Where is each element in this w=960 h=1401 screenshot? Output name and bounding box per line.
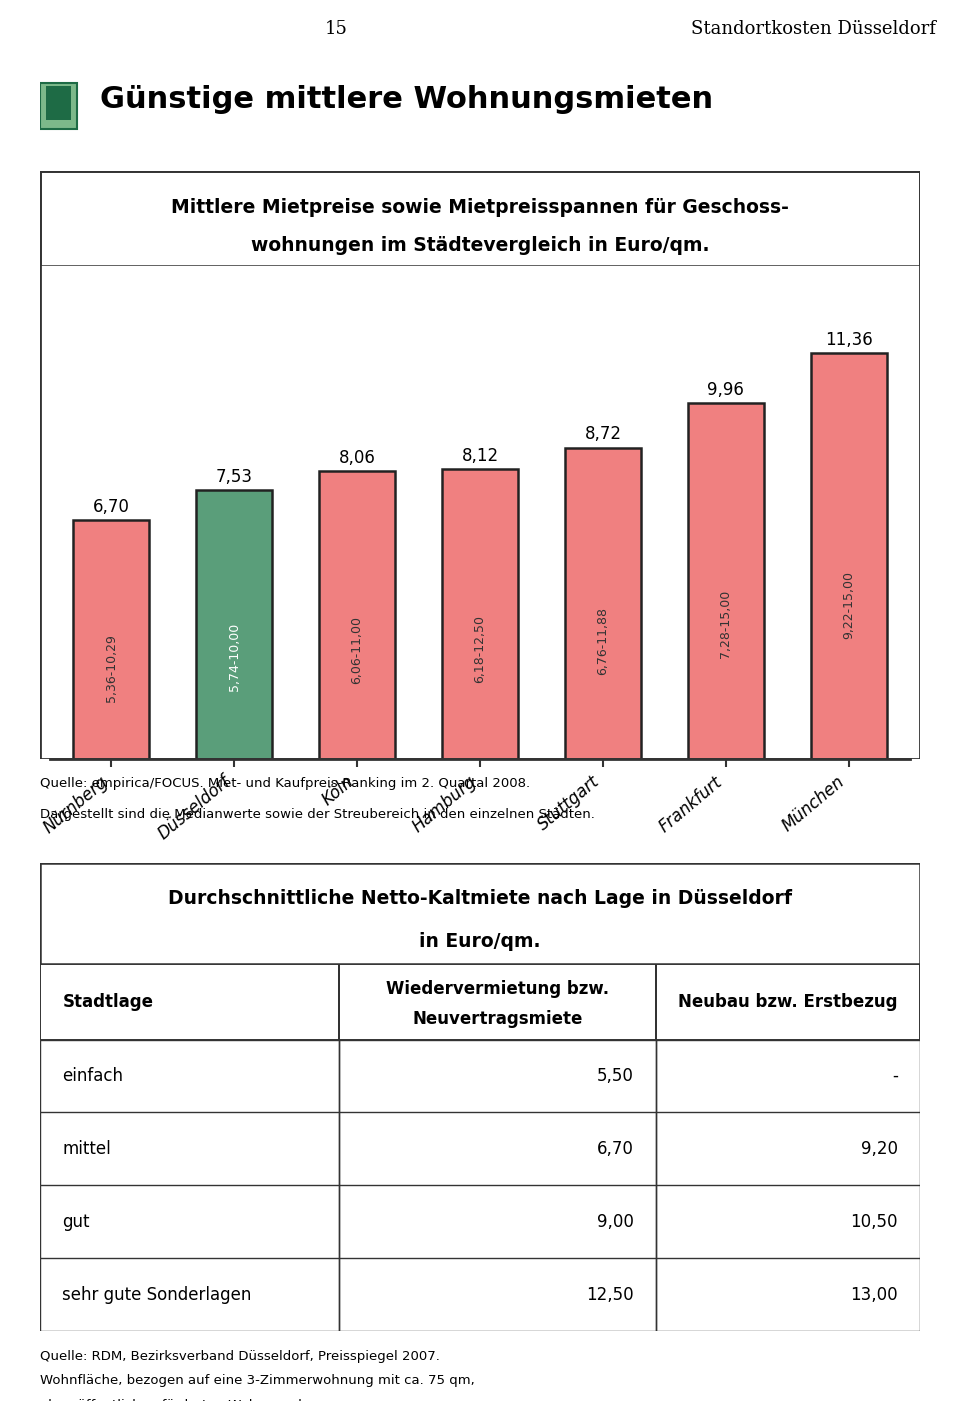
Text: Wohnfläche, bezogen auf eine 3-Zimmerwohnung mit ca. 75 qm,: Wohnfläche, bezogen auf eine 3-Zimmerwoh… [40,1374,475,1387]
Text: Wiedervermietung bzw.: Wiedervermietung bzw. [386,979,610,998]
Text: Standortkosten Düsseldorf: Standortkosten Düsseldorf [691,20,936,38]
Text: 6,76-11,88: 6,76-11,88 [596,607,610,675]
Text: 8,72: 8,72 [585,426,621,444]
Text: in Euro/qm.: in Euro/qm. [420,932,540,951]
Bar [40,1112,339,1185]
Text: 12,50: 12,50 [587,1286,634,1303]
Text: 8,06: 8,06 [339,450,375,467]
Bar [339,1112,656,1185]
Text: Neuvertragsmiete: Neuvertragsmiete [413,1010,583,1028]
Text: Mittlere Mietpreise sowie Mietpreisspannen für Geschoss-: Mittlere Mietpreise sowie Mietpreisspann… [171,198,789,217]
Text: Quelle: RDM, Bezirksverband Düsseldorf, Preisspiegel 2007.: Quelle: RDM, Bezirksverband Düsseldorf, … [40,1349,441,1363]
Bar [656,964,920,1040]
Text: sehr gute Sonderlagen: sehr gute Sonderlagen [62,1286,252,1303]
Bar [40,1040,339,1112]
Bar [810,353,887,759]
Bar [656,1040,920,1112]
Bar [40,1185,339,1258]
Bar [46,85,71,120]
Bar [40,964,339,1040]
Bar [319,471,396,759]
Text: 5,50: 5,50 [597,1068,634,1084]
Text: -: - [892,1068,898,1084]
Text: 9,00: 9,00 [597,1213,634,1230]
Bar [564,448,641,759]
Text: 11,36: 11,36 [825,331,873,349]
Bar [656,1112,920,1185]
Bar [73,520,150,759]
Text: Neubau bzw. Erstbezug: Neubau bzw. Erstbezug [678,993,898,1010]
Text: einfach: einfach [62,1068,123,1084]
Text: 9,20: 9,20 [861,1140,898,1157]
Bar [339,1258,656,1331]
Bar [656,1258,920,1331]
Text: mittel: mittel [62,1140,111,1157]
Text: gut: gut [62,1213,90,1230]
Text: 8,12: 8,12 [462,447,498,465]
Bar [40,1258,339,1331]
Bar [339,1185,656,1258]
Text: 5,36-10,29: 5,36-10,29 [105,635,118,702]
Text: 6,06-11,00: 6,06-11,00 [350,616,364,684]
Text: 5,74-10,00: 5,74-10,00 [228,623,241,691]
Bar [40,83,77,129]
Text: Durchschnittliche Netto-Kaltmiete nach Lage in Düsseldorf: Durchschnittliche Netto-Kaltmiete nach L… [168,888,792,908]
Text: 9,22-15,00: 9,22-15,00 [842,572,855,639]
Text: 15: 15 [324,20,348,38]
Bar [687,403,764,759]
Bar [339,964,656,1040]
Text: ohne öffentlich geförderten Wohnungsbau.: ohne öffentlich geförderten Wohnungsbau. [40,1398,327,1401]
Text: 6,70: 6,70 [597,1140,634,1157]
Text: Dargestellt sind die Medianwerte sowie der Streubereich in den einzelnen Städten: Dargestellt sind die Medianwerte sowie d… [40,808,595,821]
Text: Günstige mittlere Wohnungsmieten: Günstige mittlere Wohnungsmieten [100,85,713,113]
Bar [339,1040,656,1112]
Text: 7,28-15,00: 7,28-15,00 [719,590,732,658]
Text: 6,70: 6,70 [93,497,130,516]
Text: 6,18-12,50: 6,18-12,50 [473,615,487,684]
Text: wohnungen im Städtevergleich in Euro/qm.: wohnungen im Städtevergleich in Euro/qm. [251,235,709,255]
Bar [196,490,273,759]
Text: 10,50: 10,50 [851,1213,898,1230]
Text: 13,00: 13,00 [850,1286,898,1303]
Bar [656,1185,920,1258]
Bar [442,469,518,759]
Text: Quelle: empirica/FOCUS. Miet- und Kaufpreis-Ranking im 2. Quartal 2008.: Quelle: empirica/FOCUS. Miet- und Kaufpr… [40,778,531,790]
Text: 9,96: 9,96 [708,381,744,399]
Text: Stadtlage: Stadtlage [62,993,154,1010]
Text: 7,53: 7,53 [216,468,252,486]
